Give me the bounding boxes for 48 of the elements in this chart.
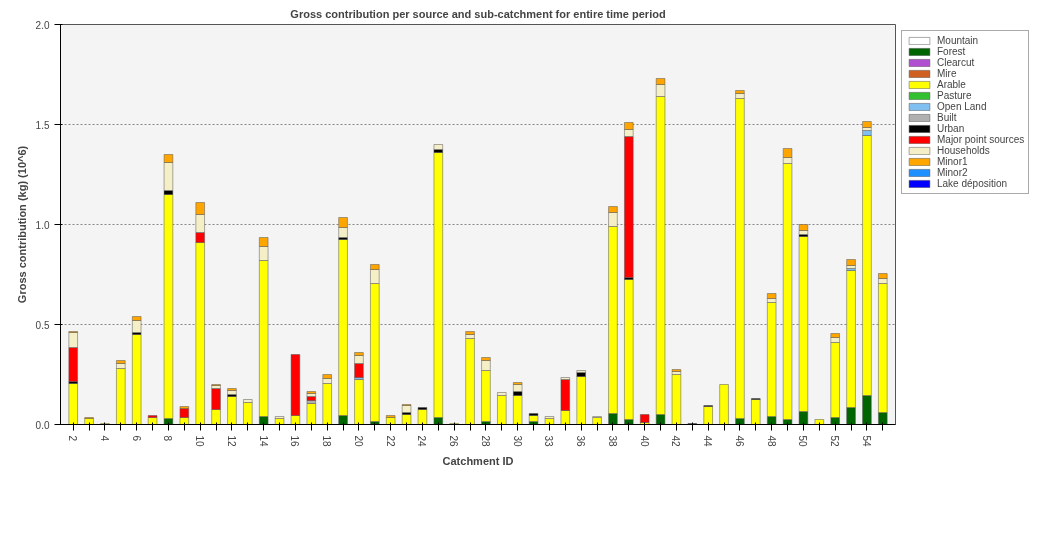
x-tick-label: 26: [448, 435, 460, 448]
x-tick-label: 20: [352, 435, 364, 448]
x-tick-label: 12: [225, 435, 237, 448]
x-tick-label: 33: [543, 435, 555, 448]
y-tick-label: 1.0: [35, 219, 50, 231]
x-tick-label: 2: [67, 435, 79, 442]
x-tick-label: 38: [606, 435, 618, 448]
x-tick-label: 8: [162, 435, 174, 442]
x-tick-label: 42: [670, 435, 682, 448]
x-tick-label: 4: [98, 435, 110, 442]
x-tick-label: 44: [702, 435, 714, 448]
x-tick-label: 24: [416, 435, 428, 448]
x-tick-label: 16: [289, 435, 301, 448]
legend-label: Minor1: [937, 156, 968, 167]
x-tick-label: 10: [194, 435, 206, 448]
y-axis-title: Gross contribution (kg) (10^6): [15, 145, 28, 304]
legend-label: Arable: [937, 79, 966, 90]
x-tick-label: 36: [575, 435, 587, 448]
legend-label: Mountain: [937, 35, 979, 46]
legend-label: Minor2: [937, 167, 968, 178]
y-tick-label: 1.5: [35, 119, 50, 131]
legend-label: Major point sources: [937, 134, 1025, 145]
legend-label: Open Land: [937, 101, 987, 112]
x-tick-label: 14: [257, 435, 269, 448]
x-tick-label: 50: [797, 435, 809, 448]
legend-label: Clearcut: [937, 57, 975, 68]
x-tick-label: 18: [321, 435, 333, 448]
legend-label: Forest: [937, 46, 966, 57]
legend-label: Built: [937, 112, 957, 123]
x-tick-label: 28: [479, 435, 491, 448]
x-tick-label: 22: [384, 435, 396, 448]
x-axis-title: Catchment ID: [442, 454, 514, 467]
y-tick-label: 2.0: [35, 19, 50, 31]
x-tick-label: 46: [733, 435, 745, 448]
x-tick-label: 40: [638, 435, 650, 448]
x-tick-label: 6: [130, 435, 142, 442]
x-tick-label: 30: [511, 435, 523, 448]
legend-label: Households: [937, 145, 990, 156]
chart-title: Gross contribution per source and sub-catchment for entire time period: [290, 7, 666, 20]
legend-label: Pasture: [937, 90, 972, 101]
y-tick-label: 0.0: [35, 419, 50, 431]
x-tick-label: 54: [860, 435, 872, 448]
x-tick-label: 48: [765, 435, 777, 448]
legend-label: Lake déposition: [937, 178, 1008, 189]
x-tick-label: 52: [829, 435, 841, 448]
y-tick-label: 0.5: [35, 319, 50, 331]
legend-label: Mire: [937, 68, 957, 79]
legend-label: Urban: [937, 123, 965, 134]
